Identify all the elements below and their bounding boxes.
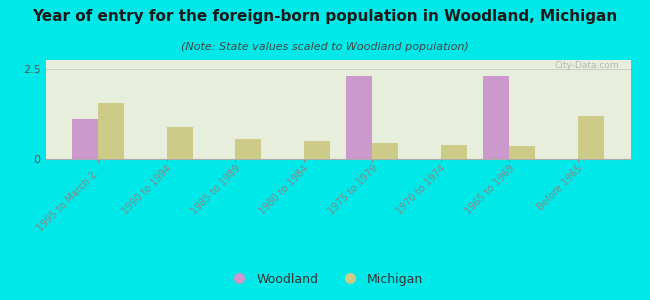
Bar [166,127,192,159]
Bar [441,145,467,159]
Text: City-Data.com: City-Data.com [554,61,619,70]
Text: (Note: State values scaled to Woodland population): (Note: State values scaled to Woodland p… [181,42,469,52]
Legend: Woodland, Michigan: Woodland, Michigan [222,268,428,291]
Bar [510,146,536,159]
Bar [98,103,124,159]
Bar [72,119,98,159]
Bar [304,141,330,159]
Bar [578,116,604,159]
Bar [484,76,510,159]
Bar [235,139,261,159]
Bar [346,76,372,159]
Bar [372,143,398,159]
Text: Year of entry for the foreign-born population in Woodland, Michigan: Year of entry for the foreign-born popul… [32,9,617,24]
